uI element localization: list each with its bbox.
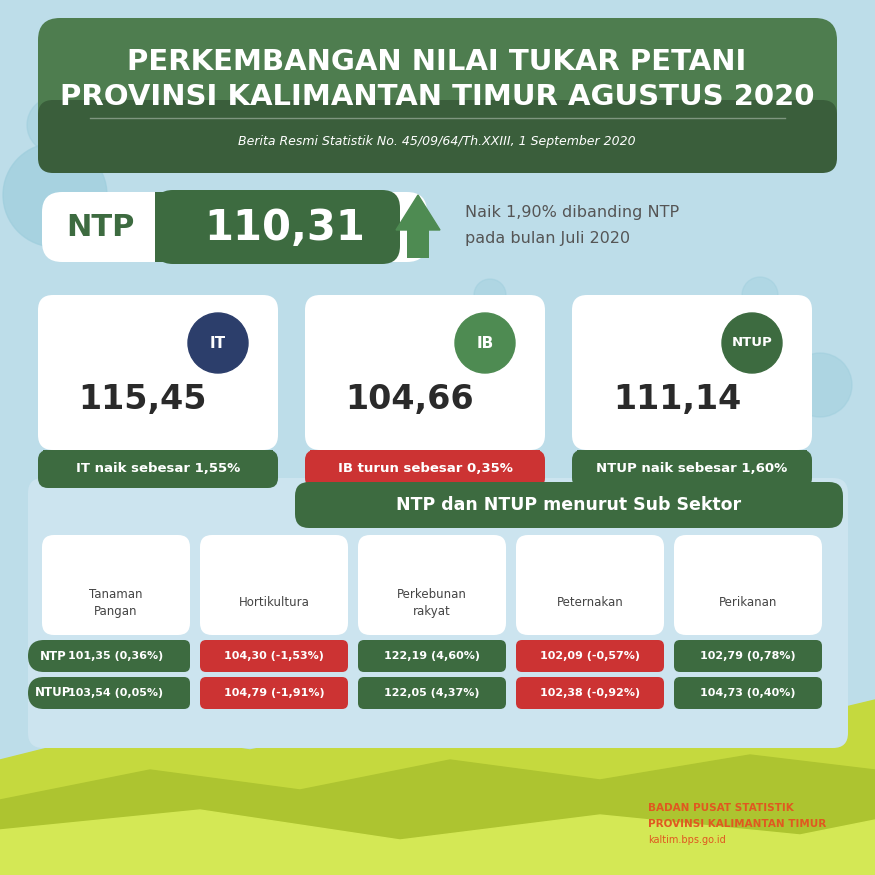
Text: 103,54 (0,05%): 103,54 (0,05%) bbox=[68, 688, 164, 698]
FancyBboxPatch shape bbox=[28, 478, 848, 748]
FancyBboxPatch shape bbox=[674, 640, 822, 672]
Text: Hortikultura: Hortikultura bbox=[239, 597, 310, 610]
Text: NTUP: NTUP bbox=[732, 337, 773, 349]
FancyBboxPatch shape bbox=[38, 18, 837, 173]
FancyBboxPatch shape bbox=[200, 535, 348, 635]
Text: 102,09 (-0,57%): 102,09 (-0,57%) bbox=[540, 651, 640, 661]
Text: 115,45: 115,45 bbox=[79, 383, 207, 416]
FancyBboxPatch shape bbox=[42, 192, 427, 262]
Text: 110,31: 110,31 bbox=[205, 207, 366, 249]
FancyBboxPatch shape bbox=[516, 640, 664, 672]
Circle shape bbox=[27, 97, 83, 153]
Circle shape bbox=[788, 353, 852, 417]
Text: PROVINSI KALIMANTAN TIMUR: PROVINSI KALIMANTAN TIMUR bbox=[648, 819, 826, 829]
FancyBboxPatch shape bbox=[200, 677, 348, 709]
Text: 104,66: 104,66 bbox=[346, 383, 474, 416]
Text: IT: IT bbox=[210, 335, 226, 351]
FancyBboxPatch shape bbox=[674, 535, 822, 635]
Text: PROVINSI KALIMANTAN TIMUR AGUSTUS 2020: PROVINSI KALIMANTAN TIMUR AGUSTUS 2020 bbox=[60, 83, 815, 111]
Text: NTUP naik sebesar 1,60%: NTUP naik sebesar 1,60% bbox=[597, 463, 788, 475]
Text: NTP dan NTUP menurut Sub Sektor: NTP dan NTUP menurut Sub Sektor bbox=[396, 496, 742, 514]
Circle shape bbox=[742, 277, 778, 313]
FancyBboxPatch shape bbox=[305, 450, 545, 488]
FancyBboxPatch shape bbox=[38, 295, 278, 450]
Text: 122,05 (4,37%): 122,05 (4,37%) bbox=[384, 688, 480, 698]
Text: IT naik sebesar 1,55%: IT naik sebesar 1,55% bbox=[76, 463, 240, 475]
Polygon shape bbox=[0, 700, 875, 875]
Bar bbox=[43, 450, 273, 465]
FancyBboxPatch shape bbox=[572, 295, 812, 450]
FancyBboxPatch shape bbox=[38, 450, 278, 488]
FancyBboxPatch shape bbox=[305, 295, 545, 450]
Text: Tanaman
Pangan: Tanaman Pangan bbox=[89, 589, 143, 618]
Bar bbox=[310, 450, 540, 465]
Text: 102,79 (0,78%): 102,79 (0,78%) bbox=[700, 651, 796, 661]
Text: NTP: NTP bbox=[66, 214, 134, 242]
FancyBboxPatch shape bbox=[42, 677, 190, 709]
FancyBboxPatch shape bbox=[358, 677, 506, 709]
Text: Berita Resmi Statistik No. 45/09/64/Th.XXIII, 1 September 2020: Berita Resmi Statistik No. 45/09/64/Th.X… bbox=[238, 135, 636, 148]
Circle shape bbox=[474, 279, 506, 311]
Text: 104,73 (0,40%): 104,73 (0,40%) bbox=[700, 688, 795, 698]
Text: 111,14: 111,14 bbox=[612, 383, 741, 416]
Polygon shape bbox=[396, 195, 440, 230]
Text: 102,38 (-0,92%): 102,38 (-0,92%) bbox=[540, 688, 640, 698]
FancyBboxPatch shape bbox=[295, 482, 843, 528]
FancyBboxPatch shape bbox=[42, 535, 190, 635]
Polygon shape bbox=[0, 810, 875, 875]
FancyBboxPatch shape bbox=[28, 677, 78, 709]
FancyBboxPatch shape bbox=[42, 640, 190, 672]
Bar bbox=[55, 100, 821, 130]
Text: PERKEMBANGAN NILAI TUKAR PETANI: PERKEMBANGAN NILAI TUKAR PETANI bbox=[128, 48, 746, 76]
FancyBboxPatch shape bbox=[38, 100, 837, 173]
Bar bbox=[155, 192, 205, 262]
FancyBboxPatch shape bbox=[155, 190, 400, 264]
Text: IB: IB bbox=[476, 335, 494, 351]
Text: Perikanan: Perikanan bbox=[719, 597, 777, 610]
Text: NTUP: NTUP bbox=[35, 687, 71, 699]
FancyBboxPatch shape bbox=[28, 640, 78, 672]
Bar bbox=[407, 230, 429, 258]
FancyBboxPatch shape bbox=[358, 640, 506, 672]
Text: 104,30 (-1,53%): 104,30 (-1,53%) bbox=[224, 651, 324, 661]
Circle shape bbox=[3, 143, 107, 247]
Text: Perkebunan
rakyat: Perkebunan rakyat bbox=[397, 589, 467, 618]
Text: 122,19 (4,60%): 122,19 (4,60%) bbox=[384, 651, 480, 661]
FancyBboxPatch shape bbox=[358, 535, 506, 635]
FancyBboxPatch shape bbox=[674, 677, 822, 709]
Text: 104,79 (-1,91%): 104,79 (-1,91%) bbox=[224, 688, 325, 698]
Text: 101,35 (0,36%): 101,35 (0,36%) bbox=[68, 651, 164, 661]
Circle shape bbox=[188, 313, 248, 373]
FancyBboxPatch shape bbox=[516, 535, 664, 635]
Text: Peternakan: Peternakan bbox=[556, 597, 623, 610]
Polygon shape bbox=[0, 755, 875, 875]
FancyBboxPatch shape bbox=[516, 677, 664, 709]
Circle shape bbox=[455, 313, 515, 373]
FancyBboxPatch shape bbox=[200, 640, 348, 672]
Text: IB turun sebesar 0,35%: IB turun sebesar 0,35% bbox=[338, 463, 513, 475]
Bar bbox=[577, 450, 807, 465]
Text: NTP: NTP bbox=[39, 649, 66, 662]
Circle shape bbox=[722, 313, 782, 373]
Text: pada bulan Juli 2020: pada bulan Juli 2020 bbox=[465, 230, 630, 246]
Text: Naik 1,90% dibanding NTP: Naik 1,90% dibanding NTP bbox=[465, 205, 679, 220]
FancyBboxPatch shape bbox=[572, 450, 812, 488]
Text: kaltim.bps.go.id: kaltim.bps.go.id bbox=[648, 835, 725, 845]
Text: BADAN PUSAT STATISTIK: BADAN PUSAT STATISTIK bbox=[648, 803, 794, 813]
